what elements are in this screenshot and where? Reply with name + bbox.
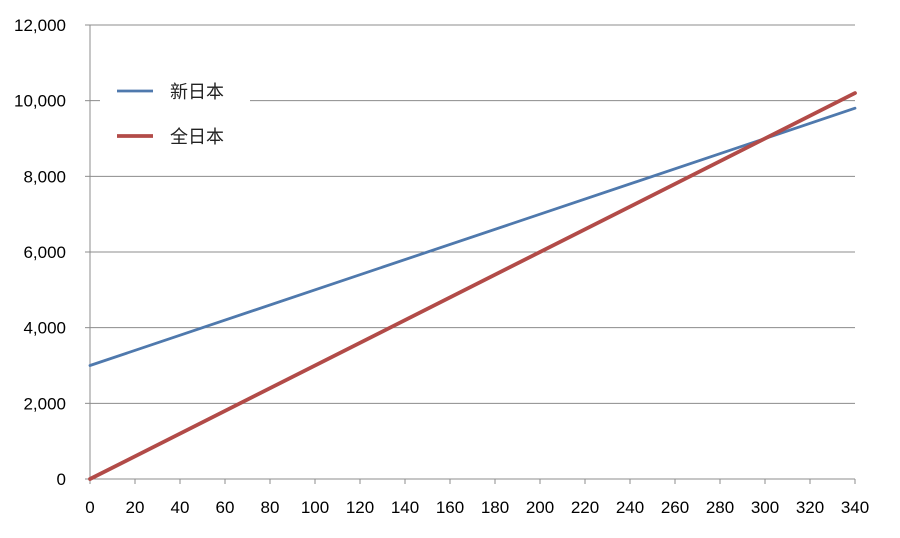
legend-label-1: 新日本 [170,82,224,103]
y-tick-label: 2,000 [23,394,66,413]
series-lines [88,91,857,481]
y-axis-ticks: 0 2,000 4,000 6,000 8,000 10,000 12,000 [14,16,90,489]
x-tick-label: 300 [751,498,779,517]
x-tick-label: 180 [481,498,509,517]
x-tick-label: 0 [85,498,94,517]
y-tick-label: 10,000 [14,92,66,111]
y-tick-label: 0 [57,470,66,489]
x-tick-label: 60 [216,498,235,517]
y-tick-label: 4,000 [23,319,66,338]
x-axis-ticks: 0 20 40 60 80 100 120 140 160 180 200 220 240 260 280 3… [85,479,869,517]
x-tick-label: 260 [661,498,689,517]
y-tick-label: 8,000 [23,167,66,186]
y-tick-label: 6,000 [23,243,66,262]
x-tick-label: 240 [616,498,644,517]
legend-label-2: 全日本 [170,127,224,148]
y-tick-label: 12,000 [14,16,66,35]
x-tick-label: 340 [841,498,869,517]
x-tick-label: 220 [571,498,599,517]
x-tick-label: 320 [796,498,824,517]
x-tick-label: 200 [526,498,554,517]
x-tick-label: 80 [261,498,280,517]
legend-box [100,66,250,160]
x-tick-label: 100 [301,498,329,517]
x-tick-label: 20 [126,498,145,517]
series-line-2 [88,91,857,481]
x-tick-label: 140 [391,498,419,517]
x-tick-label: 280 [706,498,734,517]
x-tick-label: 40 [171,498,190,517]
x-tick-label: 160 [436,498,464,517]
x-tick-label: 120 [346,498,374,517]
series-line-1 [88,106,857,367]
